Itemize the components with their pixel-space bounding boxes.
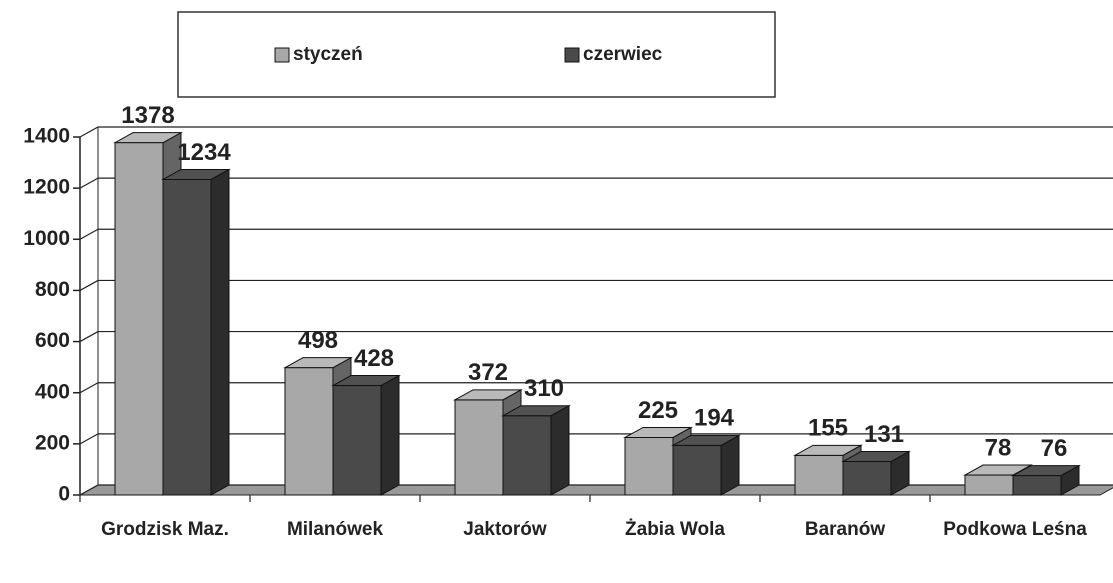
value-label: 194 (694, 405, 735, 432)
value-label: 310 (524, 375, 564, 402)
bar (284, 367, 334, 496)
y-tick-label: 1000 (23, 227, 70, 250)
bar (964, 474, 1014, 496)
y-tick-label: 400 (35, 380, 70, 403)
y-tick-label: 800 (35, 278, 70, 301)
x-tick-label: Jaktorów (463, 519, 547, 540)
value-label: 76 (1041, 435, 1068, 462)
x-tick-label: Żabia Wola (625, 519, 725, 540)
value-label: 428 (354, 345, 394, 372)
y-tick-label: 1200 (23, 176, 70, 199)
bar-top (841, 451, 911, 463)
bar-top (501, 405, 571, 417)
legend-box (177, 11, 776, 98)
bar-side (210, 168, 230, 496)
grid-line (79, 331, 99, 343)
x-tick-label: Grodzisk Maz. (101, 519, 229, 540)
bar-side (550, 404, 570, 496)
x-tick-label: Milanówek (286, 519, 384, 540)
bar-top (671, 434, 741, 446)
bar-top (963, 464, 1033, 476)
bar (624, 436, 674, 496)
y-tick-label: 1400 (23, 125, 70, 148)
value-label: 1378 (121, 102, 174, 129)
y-tick-label: 600 (35, 329, 70, 352)
grid-line (79, 484, 99, 496)
legend-label: czerwiec (583, 44, 663, 65)
grid-line (79, 177, 99, 189)
value-label: 225 (638, 397, 678, 424)
value-label: 498 (298, 327, 338, 354)
bar-top (113, 132, 183, 144)
bar (794, 454, 844, 496)
bar-top (623, 426, 693, 438)
bar-top (331, 375, 401, 387)
value-label: 372 (468, 359, 508, 386)
legend-swatch (274, 47, 290, 63)
bar-top (453, 389, 523, 401)
floor (78, 484, 1113, 496)
bar (162, 178, 212, 496)
grid-line (79, 433, 99, 445)
x-tick-label: Podkowa Leśna (943, 519, 1087, 540)
value-label: 78 (985, 434, 1012, 461)
bar-top (793, 444, 863, 456)
bar (672, 444, 722, 496)
value-label: 155 (808, 415, 848, 442)
bar-side (380, 374, 400, 496)
grid-line (79, 126, 99, 138)
value-label: 1234 (177, 139, 231, 166)
y-tick-label: 0 (58, 483, 70, 506)
bar (332, 385, 382, 496)
bar (502, 415, 552, 496)
legend-swatch (564, 47, 580, 63)
bar-top (161, 168, 231, 180)
bar (114, 142, 164, 496)
bar (454, 399, 504, 496)
grid-line (79, 228, 99, 240)
legend-label: styczeń (293, 44, 363, 65)
value-label: 131 (864, 421, 904, 448)
y-tick-label: 200 (35, 431, 70, 454)
grid-line (79, 279, 99, 291)
grid-line (79, 382, 99, 394)
bar-top (1011, 465, 1081, 477)
bar (842, 461, 892, 496)
bar (1012, 475, 1062, 496)
bar-top (283, 357, 353, 369)
x-tick-label: Baranów (804, 519, 886, 540)
